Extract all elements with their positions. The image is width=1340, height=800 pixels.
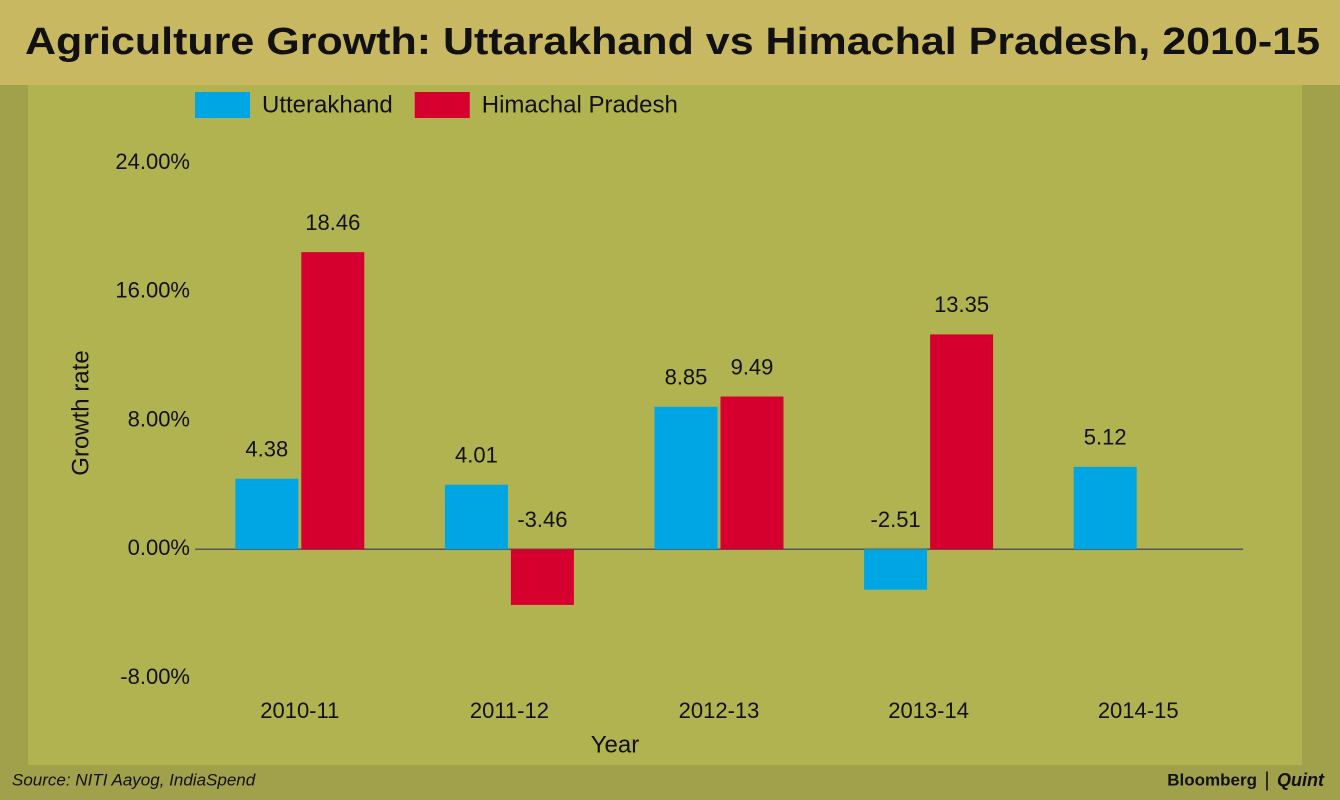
x-tick-label: 2012-13 — [679, 698, 760, 723]
value-label: 5.12 — [1084, 425, 1127, 450]
value-label: 18.46 — [305, 210, 360, 235]
chart-title: Agriculture Growth: Uttarakhand vs Himac… — [25, 21, 1320, 63]
bar — [654, 406, 718, 550]
y-tick-label: 0.00% — [128, 535, 190, 560]
x-tick-label: 2010-11 — [260, 698, 339, 723]
legend-label: Himachal Pradesh — [482, 91, 678, 118]
legend-swatch — [195, 92, 250, 118]
source: Source: NITI Aayog, IndiaSpend — [12, 770, 256, 789]
bar — [864, 549, 928, 590]
y-tick-label: 16.00% — [115, 278, 190, 303]
credit-divider: | — [1264, 769, 1269, 791]
bar — [301, 252, 365, 550]
legend-swatch — [414, 92, 470, 118]
y-tick-label: 8.00% — [128, 406, 190, 431]
bar — [720, 396, 784, 550]
value-label: -2.51 — [871, 507, 921, 532]
value-label: 9.49 — [731, 354, 774, 379]
value-label: 13.35 — [934, 292, 989, 317]
x-tick-label: 2011-12 — [470, 698, 549, 723]
bar — [1073, 466, 1137, 550]
bar — [444, 484, 508, 550]
legend-label: Utterakhand — [262, 91, 393, 118]
bar — [510, 549, 574, 605]
y-tick-label: -8.00% — [120, 664, 190, 689]
value-label: 4.01 — [455, 443, 498, 468]
value-label: -3.46 — [517, 507, 567, 532]
credit: Bloomberg — [1167, 770, 1257, 789]
bar — [930, 334, 994, 550]
bar — [235, 478, 299, 550]
value-label: 8.85 — [665, 365, 708, 390]
y-axis-label: Growth rate — [67, 350, 94, 475]
y-tick-label: 24.00% — [115, 149, 190, 174]
x-axis-label: Year — [591, 731, 640, 758]
x-tick-label: 2013-14 — [888, 698, 969, 723]
title-banner — [0, 0, 1340, 85]
credit: Quint — [1277, 770, 1325, 790]
x-tick-label: 2014-15 — [1098, 698, 1179, 723]
value-label: 4.38 — [245, 437, 288, 462]
